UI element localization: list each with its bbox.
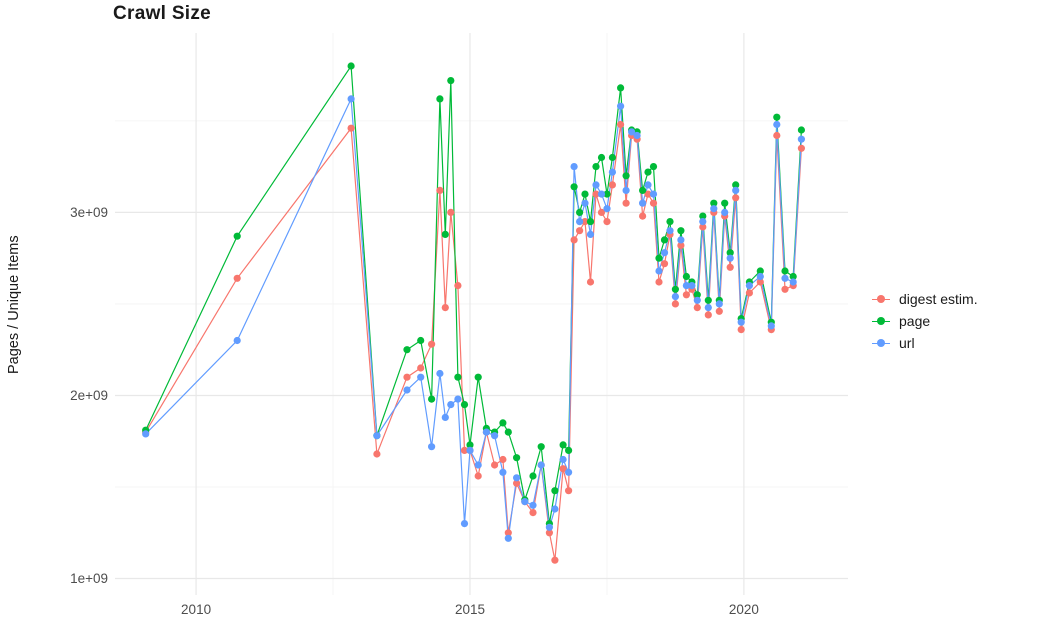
chart-title: Crawl Size	[113, 3, 212, 24]
series-line-url	[145, 96, 802, 539]
legend-key-dot	[877, 317, 885, 325]
legend-item-page: page	[872, 313, 978, 329]
series-line-page	[145, 64, 802, 524]
y-tick-label: 1e+09	[70, 571, 108, 586]
series-line-digest-estim	[145, 124, 802, 561]
series-points-url	[142, 95, 806, 542]
legend-label-url: url	[899, 335, 915, 351]
legend-key-dot	[877, 339, 885, 347]
y-tick-label: 2e+09	[70, 388, 108, 403]
legend-label-digest-estim: digest estim.	[899, 291, 978, 307]
x-tick-label: 2015	[455, 602, 485, 617]
legend: digest estim. page url	[872, 291, 978, 351]
legend-item-url: url	[872, 335, 978, 351]
x-tick-label: 2010	[181, 602, 211, 617]
legend-key-page	[872, 314, 890, 328]
gridlines-major	[115, 33, 848, 595]
y-tick-label: 3e+09	[70, 205, 108, 220]
series-points-digest-estim	[142, 120, 806, 564]
legend-key-dot	[877, 295, 885, 303]
axis-tick-labels: 1e+09 2e+09 3e+09 2010 2015 2020	[70, 205, 759, 617]
gridlines-minor	[115, 33, 848, 595]
legend-key-digest-estim	[872, 292, 890, 306]
legend-key-url	[872, 336, 890, 350]
legend-label-page: page	[899, 313, 931, 329]
x-tick-label: 2020	[729, 602, 759, 617]
legend-item-digest-estim: digest estim.	[872, 291, 978, 307]
